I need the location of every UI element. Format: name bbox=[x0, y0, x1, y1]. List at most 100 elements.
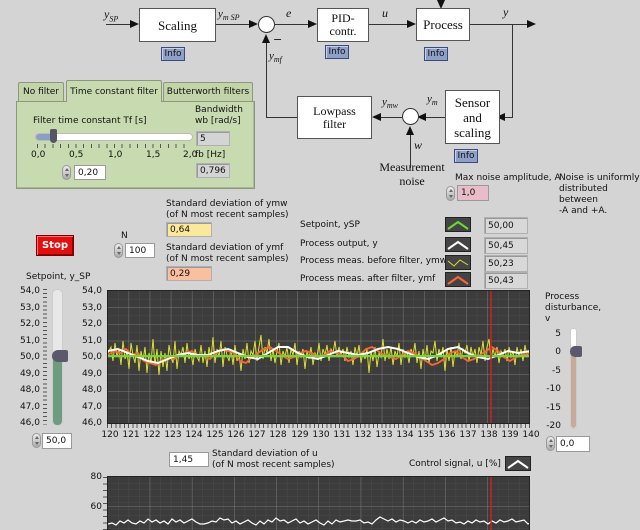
disturbance-tick: -20 bbox=[546, 421, 561, 431]
legend-value-ymf: 50,43 bbox=[484, 272, 528, 289]
n-input[interactable]: 100 bbox=[125, 243, 155, 258]
lowpass-filter-block: Lowpass filter bbox=[297, 96, 372, 139]
legend-icon-ymw[interactable] bbox=[445, 255, 471, 270]
slider-thumb[interactable] bbox=[50, 129, 57, 143]
stop-button[interactable]: Stop bbox=[36, 235, 74, 256]
setpoint-input[interactable]: 50,0 bbox=[42, 433, 72, 449]
setpoint-tick: 53,0 bbox=[19, 303, 40, 313]
fb-label: fb [Hz] bbox=[195, 150, 226, 160]
std-u-label: Standard deviation of u (of N most recent… bbox=[212, 449, 335, 470]
control-y-tick: 80 bbox=[90, 472, 102, 482]
disturbance-tick: 0 bbox=[555, 347, 561, 357]
chart-y-tick: 54,0 bbox=[81, 286, 102, 296]
tf-value-input[interactable]: 0,20 bbox=[74, 165, 106, 180]
n-spin-button[interactable] bbox=[114, 243, 123, 258]
process-info-button[interactable]: Info bbox=[424, 47, 448, 61]
wb-indicator: 5 bbox=[196, 131, 230, 146]
slider-tick: 2,0 bbox=[183, 150, 198, 160]
legend-icon-setpoint[interactable] bbox=[445, 217, 471, 232]
disturbance-tick: -10 bbox=[546, 384, 561, 394]
setpoint-tick: 51,0 bbox=[19, 336, 40, 346]
signal-ymw-label: ymw bbox=[382, 96, 399, 111]
scaling-info-button[interactable]: Info bbox=[161, 47, 185, 61]
slider-tick: 1,5 bbox=[146, 150, 161, 160]
setpoint-tick: 54,0 bbox=[19, 286, 40, 296]
chart-y-tick: 46,0 bbox=[81, 418, 102, 428]
std-ymf-label: Standard deviation of ymf (of N most rece… bbox=[166, 243, 289, 264]
chart-x-tick: 139 bbox=[501, 430, 519, 440]
chart-x-tick: 129 bbox=[291, 430, 309, 440]
control-y-tick: 60 bbox=[90, 502, 102, 512]
signal-w-label: w bbox=[414, 138, 423, 152]
legend-value-process-output: 50,45 bbox=[484, 237, 528, 254]
chart-x-tick: 137 bbox=[459, 430, 477, 440]
legend-label-process-output: Process output, y bbox=[300, 239, 378, 249]
tf-spin-button[interactable] bbox=[62, 165, 71, 180]
disturbance-tick: -5 bbox=[552, 366, 561, 376]
chart-x-tick: 126 bbox=[227, 430, 245, 440]
max-noise-amplitude-label: Max noise amplitude, A bbox=[455, 173, 561, 183]
error-summing-junction bbox=[258, 16, 275, 33]
setpoint-tick: 52,0 bbox=[19, 319, 40, 329]
chart-x-tick: 131 bbox=[333, 430, 351, 440]
legend-icon-ymf[interactable] bbox=[445, 272, 471, 287]
disturbance-spin-button[interactable] bbox=[546, 436, 555, 451]
chart-y-tick: 52,0 bbox=[81, 319, 102, 329]
chart-y-tick: 48,0 bbox=[81, 385, 102, 395]
signal-ym-label: ym bbox=[427, 93, 438, 108]
chart-x-tick: 138 bbox=[480, 430, 498, 440]
chart-x-tick: 123 bbox=[164, 430, 182, 440]
chart-x-tick: 125 bbox=[206, 430, 224, 440]
tab-butterworth-filters[interactable]: Butterworth filters bbox=[163, 82, 253, 101]
chart-x-tick: 135 bbox=[417, 430, 435, 440]
chart-x-tick: 140 bbox=[522, 430, 540, 440]
setpoint-tick: 47,0 bbox=[19, 402, 40, 412]
chart-x-tick: 122 bbox=[143, 430, 161, 440]
chart-x-tick: 128 bbox=[269, 430, 287, 440]
sensor-info-button[interactable]: Info bbox=[454, 149, 478, 163]
legend-label-ymw: Process meas. before filter, ymw bbox=[300, 256, 448, 266]
fb-indicator: 0,796 bbox=[196, 163, 230, 178]
setpoint-slider-label: Setpoint, y_SP bbox=[26, 272, 91, 282]
pid-info-button[interactable]: Info bbox=[325, 45, 349, 59]
setpoint-slider-thumb[interactable] bbox=[52, 350, 68, 362]
setpoint-tick: 50,0 bbox=[19, 352, 40, 362]
chart-y-tick: 51,0 bbox=[81, 336, 102, 346]
noise-amplitude-spin[interactable] bbox=[446, 186, 455, 201]
time-constant-panel: Filter time constant Tf [s] 0,0 0,5 1,0 … bbox=[16, 101, 255, 189]
n-label: N bbox=[121, 231, 128, 241]
legend-icon-control-signal[interactable] bbox=[505, 456, 531, 471]
std-ymf-indicator: 0,29 bbox=[166, 266, 212, 281]
minus-sign: − bbox=[273, 33, 283, 46]
setpoint-tick: 49,0 bbox=[19, 369, 40, 379]
legend-icon-process-output[interactable] bbox=[445, 237, 471, 252]
signal-u-label: u bbox=[382, 6, 388, 20]
chart-x-tick: 136 bbox=[438, 430, 456, 440]
legend-label-setpoint: Setpoint, ySP bbox=[300, 220, 360, 230]
legend-value-ymw: 50,23 bbox=[484, 255, 528, 272]
setpoint-spin-button[interactable] bbox=[32, 433, 41, 448]
tab-no-filter[interactable]: No filter bbox=[18, 82, 64, 101]
legend-value-setpoint: 50,00 bbox=[484, 217, 528, 234]
disturbance-tick: 5 bbox=[555, 329, 561, 339]
tab-time-constant-filter[interactable]: Time constant filter bbox=[66, 80, 162, 102]
signal-ysp-label: ySP bbox=[104, 7, 119, 24]
pid-controller-block: PID-contr. bbox=[317, 8, 369, 42]
noise-amplitude-input[interactable]: 1,0 bbox=[457, 185, 489, 201]
chart-x-tick: 132 bbox=[354, 430, 372, 440]
signal-ymsp-label: ym SP bbox=[218, 8, 240, 23]
disturbance-slider-thumb[interactable] bbox=[570, 346, 582, 357]
disturbance-input[interactable]: 0,0 bbox=[556, 436, 590, 452]
filter-time-constant-slider[interactable] bbox=[35, 129, 193, 143]
bandwidth-label: Bandwidth wb [rad/s] bbox=[195, 105, 243, 126]
slider-tick: 1,0 bbox=[108, 150, 123, 160]
chart-y-tick: 50,0 bbox=[81, 352, 102, 362]
std-ymw-indicator: 0,64 bbox=[166, 222, 212, 237]
std-ymw-label: Standard deviation of ymw (of N most rece… bbox=[166, 199, 289, 220]
control-chart-plot-area[interactable] bbox=[107, 476, 530, 530]
chart-y-tick: 53,0 bbox=[81, 303, 102, 313]
disturbance-slider-label: Process disturbance, v bbox=[545, 292, 602, 324]
filter-time-constant-label: Filter time constant Tf [s] bbox=[33, 116, 147, 126]
chart-x-tick: 134 bbox=[396, 430, 414, 440]
process-chart-plot-area[interactable] bbox=[107, 290, 530, 424]
